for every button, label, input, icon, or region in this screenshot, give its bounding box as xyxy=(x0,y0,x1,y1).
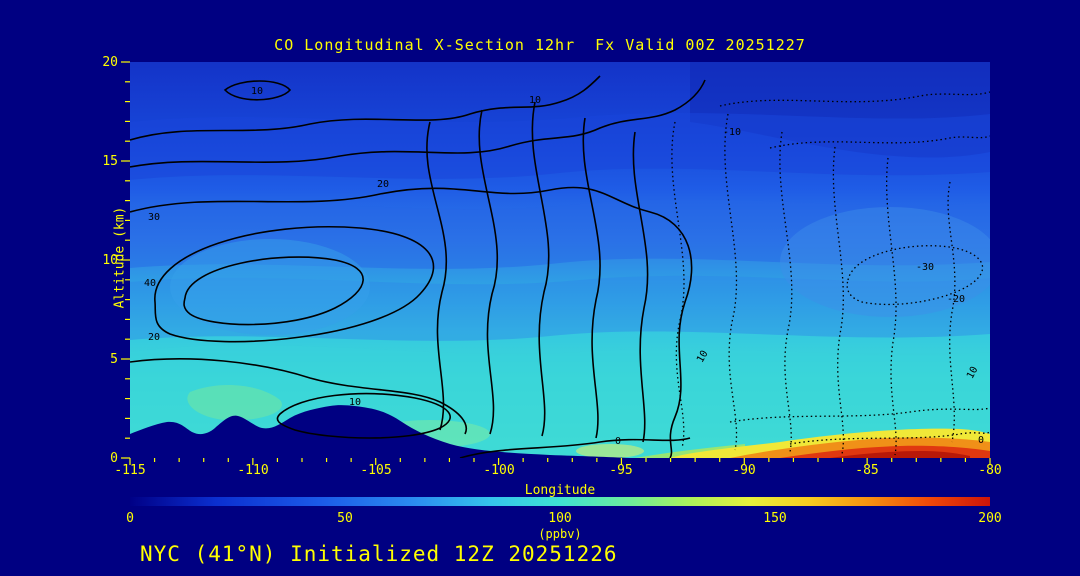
y-tick-5: 5 xyxy=(110,352,118,367)
y-tick-20: 20 xyxy=(102,55,118,70)
y-tick-0: 0 xyxy=(110,451,118,466)
x-tick-7: -80 xyxy=(978,463,1002,478)
contour-plot: 10 20 10 30 40 20 10 0 -10 -30 -20 10 10… xyxy=(130,62,990,458)
x-tick-3: -100 xyxy=(483,463,515,478)
colorbar-tick-50: 50 xyxy=(337,511,353,526)
x-tick-2: -105 xyxy=(360,463,392,478)
solid-contour-lines xyxy=(130,75,706,458)
contour-label: -10 xyxy=(723,127,741,138)
colorbar-units: (ppbv) xyxy=(538,527,582,541)
contour-label: 40 xyxy=(144,278,156,289)
contour-label: 10 xyxy=(349,397,361,408)
x-axis-label: Longitude xyxy=(524,483,596,498)
surface-co-plume xyxy=(635,428,990,458)
colorbar-tick-100: 100 xyxy=(548,511,572,526)
colorbar-tick-150: 150 xyxy=(763,511,787,526)
contour-label: 10 xyxy=(251,86,263,97)
contour-label: 20 xyxy=(377,179,389,190)
contour-label: 10 xyxy=(695,349,711,365)
colorbar xyxy=(130,497,990,506)
contour-label: -20 xyxy=(947,294,965,305)
x-tick-0: -115 xyxy=(114,463,146,478)
colorbar-tick-0: 0 xyxy=(126,511,134,526)
x-tick-6: -85 xyxy=(855,463,879,478)
page-title: CO Longitudinal X-Section 12hr Fx Valid … xyxy=(274,36,806,54)
colorbar-tick-200: 200 xyxy=(978,511,1002,526)
contour-label: 10 xyxy=(965,365,980,381)
dotted-contour-lines xyxy=(671,91,990,456)
y-tick-15: 15 xyxy=(102,154,118,169)
contour-label: -30 xyxy=(916,262,934,273)
x-tick-4: -95 xyxy=(609,463,633,478)
x-tick-5: -90 xyxy=(732,463,756,478)
footer-note: NYC (41°N) Initialized 12Z 20251226 xyxy=(140,542,618,566)
y-tick-10: 10 xyxy=(102,253,118,268)
contour-label: 30 xyxy=(148,212,160,223)
terrain-silhouette xyxy=(130,405,630,458)
contour-label: 0 xyxy=(978,435,984,446)
contour-label: 10 xyxy=(529,95,541,106)
filled-contour-field xyxy=(130,62,990,458)
contour-labels: 10 20 10 30 40 20 10 0 -10 -30 -20 10 10… xyxy=(144,86,984,447)
contour-label: 0 xyxy=(615,436,621,447)
contour-label: 20 xyxy=(148,332,160,343)
x-tick-1: -110 xyxy=(237,463,269,478)
